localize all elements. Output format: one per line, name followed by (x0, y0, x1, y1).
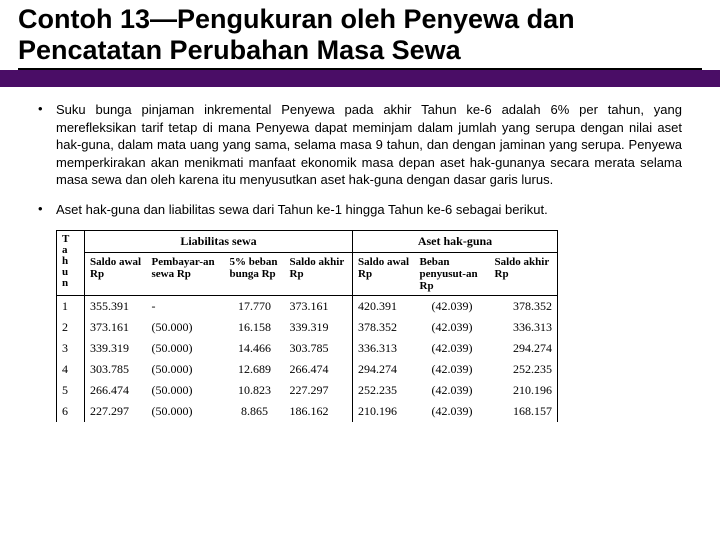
divider-bar (0, 70, 720, 87)
col-pembayaran: Pembayar-an sewa Rp (147, 253, 225, 296)
cell: 336.313 (353, 338, 415, 359)
cell: (50.000) (147, 380, 225, 401)
col-saldo-akhir-aset: Saldo akhir Rp (490, 253, 558, 296)
table-row: 6 227.297 (50.000) 8.865 186.162 210.196… (57, 401, 558, 422)
table-row: 3 339.319 (50.000) 14.466 303.785 336.31… (57, 338, 558, 359)
cell: 303.785 (85, 359, 147, 380)
cell: 14.466 (225, 338, 285, 359)
cell: 303.785 (285, 338, 353, 359)
cell: 294.274 (353, 359, 415, 380)
cell: 16.158 (225, 317, 285, 338)
bullet-text: Aset hak-guna dan liabilitas sewa dari T… (56, 201, 548, 219)
cell: 266.474 (85, 380, 147, 401)
cell: 227.297 (285, 380, 353, 401)
col-saldo-akhir-liab: Saldo akhir Rp (285, 253, 353, 296)
cell: 252.235 (353, 380, 415, 401)
table-row: 5 266.474 (50.000) 10.823 227.297 252.23… (57, 380, 558, 401)
cell: (42.039) (415, 359, 490, 380)
table-container: Tahun Liabilitas sewa Aset hak-guna Sald… (56, 230, 682, 422)
cell-year: 6 (57, 401, 85, 422)
bullet-text: Suku bunga pinjaman inkremental Penyewa … (56, 101, 682, 189)
cell: (42.039) (415, 401, 490, 422)
table-row: 1 355.391 - 17.770 373.161 420.391 (42.0… (57, 296, 558, 318)
data-table: Tahun Liabilitas sewa Aset hak-guna Sald… (56, 230, 558, 422)
cell: 210.196 (490, 380, 558, 401)
cell: (50.000) (147, 317, 225, 338)
group-asset: Aset hak-guna (353, 231, 558, 253)
group-liabilities: Liabilitas sewa (85, 231, 353, 253)
cell: 210.196 (353, 401, 415, 422)
cell: (50.000) (147, 338, 225, 359)
cell: - (147, 296, 225, 318)
cell: 378.352 (353, 317, 415, 338)
col-saldo-awal-liab: Saldo awal Rp (85, 253, 147, 296)
cell-year: 2 (57, 317, 85, 338)
cell: 10.823 (225, 380, 285, 401)
cell: (42.039) (415, 380, 490, 401)
slide-title: Contoh 13—Pengukuran oleh Penyewa dan Pe… (18, 4, 702, 70)
col-year: Tahun (57, 231, 85, 296)
cell: 339.319 (285, 317, 353, 338)
cell-year: 3 (57, 338, 85, 359)
cell: 336.313 (490, 317, 558, 338)
cell-year: 5 (57, 380, 85, 401)
cell: (42.039) (415, 296, 490, 318)
cell: (42.039) (415, 317, 490, 338)
cell: (50.000) (147, 359, 225, 380)
cell: 17.770 (225, 296, 285, 318)
cell: 266.474 (285, 359, 353, 380)
col-saldo-awal-aset: Saldo awal Rp (353, 253, 415, 296)
content-area: • Suku bunga pinjaman inkremental Penyew… (0, 87, 720, 422)
cell: 373.161 (285, 296, 353, 318)
col-beban-susut: Beban penyusut-an Rp (415, 253, 490, 296)
title-area: Contoh 13—Pengukuran oleh Penyewa dan Pe… (0, 0, 720, 70)
bullet-marker: • (38, 101, 56, 189)
cell: 168.157 (490, 401, 558, 422)
bullet-item: • Suku bunga pinjaman inkremental Penyew… (38, 101, 682, 189)
cell: 378.352 (490, 296, 558, 318)
cell-year: 1 (57, 296, 85, 318)
cell: 420.391 (353, 296, 415, 318)
cell: 8.865 (225, 401, 285, 422)
cell: 12.689 (225, 359, 285, 380)
cell: 339.319 (85, 338, 147, 359)
cell: 252.235 (490, 359, 558, 380)
cell: 373.161 (85, 317, 147, 338)
table-row: 2 373.161 (50.000) 16.158 339.319 378.35… (57, 317, 558, 338)
bullet-marker: • (38, 201, 56, 219)
cell-year: 4 (57, 359, 85, 380)
bullet-item: • Aset hak-guna dan liabilitas sewa dari… (38, 201, 682, 219)
cell: 186.162 (285, 401, 353, 422)
cell: 227.297 (85, 401, 147, 422)
col-beban-bunga: 5% beban bunga Rp (225, 253, 285, 296)
cell: (50.000) (147, 401, 225, 422)
cell: (42.039) (415, 338, 490, 359)
table-row: 4 303.785 (50.000) 12.689 266.474 294.27… (57, 359, 558, 380)
cell: 355.391 (85, 296, 147, 318)
cell: 294.274 (490, 338, 558, 359)
